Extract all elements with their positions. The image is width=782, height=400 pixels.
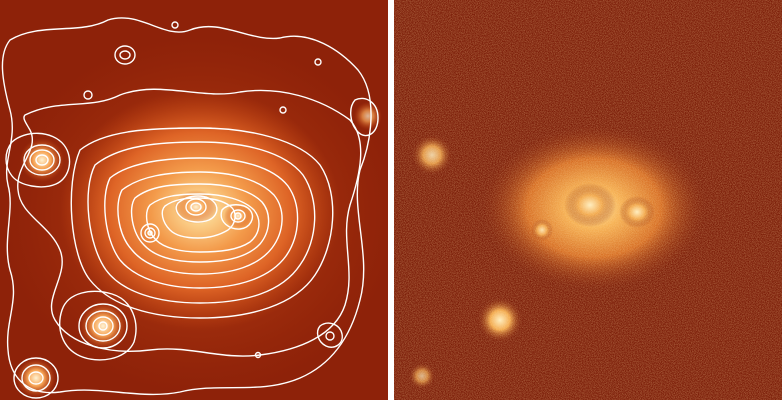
source-right-edge	[354, 102, 382, 130]
noisy-image	[394, 0, 782, 400]
contour-image-panel	[0, 0, 388, 400]
secondary-galaxy	[224, 204, 252, 228]
source-lower	[79, 302, 127, 350]
contour-image	[0, 0, 388, 400]
noisy-image-panel	[394, 0, 782, 400]
contour-lines	[1, 17, 379, 399]
noise-overlay	[394, 0, 782, 400]
